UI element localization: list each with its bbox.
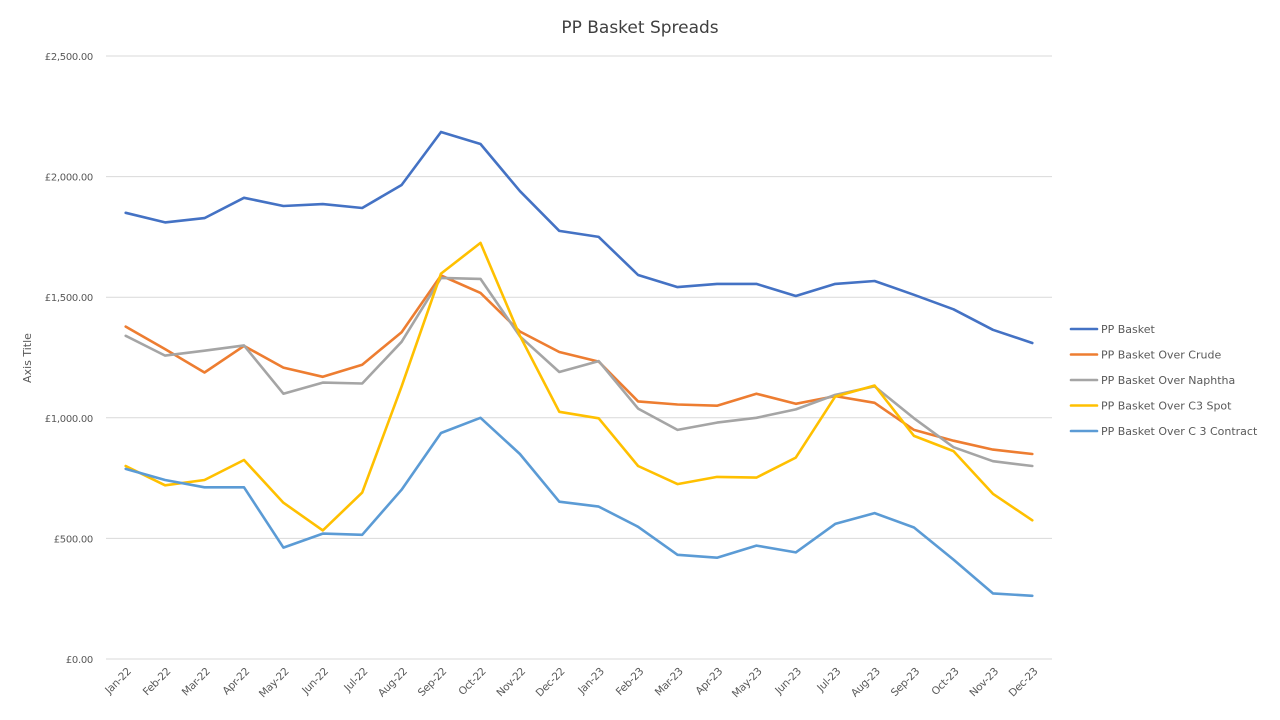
series-line-4: [124, 241, 1034, 532]
series-line-3: [124, 276, 1034, 468]
x-tick-label: Mar-22: [180, 666, 213, 699]
y-axis-ticks: £0.00 £500.00 £1,000.00 £1,500.00 £2,000.00 £…: [45, 52, 94, 666]
gridlines: [106, 55, 1052, 660]
x-tick-label: Oct-23: [929, 666, 961, 698]
x-tick-label: May-22: [257, 666, 292, 701]
y-tick-label: £2,000.00: [45, 173, 93, 184]
x-tick-label: Dec-22: [534, 666, 568, 700]
x-tick-label: Nov-22: [494, 666, 528, 700]
legend-label: PP Basket Over Naphtha: [1101, 374, 1235, 387]
x-tick-label: Nov-23: [967, 666, 1001, 700]
x-tick-label: Sep-23: [889, 666, 922, 699]
legend-label: PP Basket Over C3 Spot: [1101, 400, 1232, 413]
series-line-1: [124, 130, 1034, 345]
chart-title: PP Basket Spreads: [561, 18, 718, 38]
x-tick-label: Aug-23: [849, 666, 883, 700]
x-tick-label: Feb-22: [141, 666, 173, 698]
x-tick-label: Feb-23: [614, 666, 646, 698]
y-tick-label: £500.00: [54, 534, 93, 545]
legend-label: PP Basket Over Crude: [1101, 349, 1221, 362]
x-tick-label: Jul-22: [341, 666, 370, 695]
x-tick-label: Jun-23: [772, 666, 804, 698]
x-tick-label: Sep-22: [416, 666, 449, 699]
series-lines: [124, 130, 1034, 598]
x-tick-label: Jul-23: [814, 666, 843, 695]
y-tick-label: £1,500.00: [45, 293, 93, 304]
legend-label: PP Basket: [1101, 323, 1156, 336]
x-tick-label: Apr-23: [693, 666, 725, 698]
x-tick-label: May-23: [730, 666, 765, 701]
x-tick-label: Mar-23: [653, 666, 686, 699]
legend-label: PP Basket Over C 3 Contract: [1101, 425, 1258, 438]
x-tick-label: Jan-22: [102, 666, 133, 697]
y-tick-label: £2,500.00: [45, 52, 93, 63]
legend: PP Basket PP Basket Over Crude PP Basket O…: [1069, 323, 1258, 438]
x-tick-label: Oct-22: [456, 666, 488, 698]
y-tick-label: £0.00: [66, 655, 93, 666]
x-tick-label: Apr-22: [220, 666, 252, 698]
x-tick-label: Jan-23: [575, 666, 606, 697]
x-tick-label: Dec-23: [1007, 666, 1041, 700]
y-tick-label: £1,000.00: [45, 414, 93, 425]
x-tick-label: Jun-22: [299, 666, 331, 698]
x-tick-label: Aug-22: [376, 666, 410, 700]
x-axis-ticks: Jan-22 Feb-22 Mar-22 Apr-22 May-22 Jun-22 Jul-…: [102, 666, 1040, 701]
series-line-2: [124, 274, 1034, 456]
y-axis-title: Axis Title: [21, 333, 34, 383]
series-line-5: [124, 416, 1034, 598]
